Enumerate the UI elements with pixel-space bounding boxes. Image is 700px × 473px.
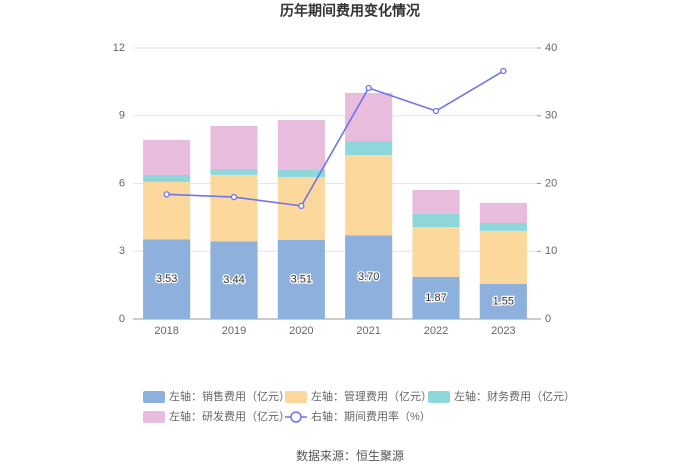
y-tick-label: 9 bbox=[119, 110, 125, 122]
bar-segment bbox=[479, 202, 527, 224]
legend-symbol bbox=[143, 391, 165, 403]
line-point bbox=[365, 84, 372, 92]
x-tick-label: 2021 bbox=[356, 325, 380, 337]
bar-segment bbox=[345, 155, 393, 236]
chart-title: 历年期间费用变化情况 bbox=[280, 3, 420, 19]
y2-tick-label: 0 bbox=[545, 313, 551, 325]
line bbox=[166, 70, 504, 207]
line-point bbox=[432, 107, 440, 115]
bar-segment bbox=[479, 283, 527, 319]
legend-symbol bbox=[428, 391, 450, 403]
bar-segment bbox=[143, 174, 191, 182]
value-label: 1.55 bbox=[493, 295, 514, 307]
y-tick-label: 12 bbox=[113, 42, 125, 54]
y2-tick-label: 40 bbox=[545, 42, 557, 54]
value-label: 1.87 bbox=[425, 292, 446, 304]
bar-segment bbox=[345, 141, 393, 156]
y2-tick-label: 20 bbox=[545, 177, 557, 189]
bar-segment bbox=[345, 235, 393, 319]
y2-tick-label: 30 bbox=[545, 110, 557, 122]
bar-segment bbox=[277, 169, 325, 177]
x-tick-label: 2023 bbox=[491, 325, 515, 337]
bar-segment bbox=[143, 239, 191, 319]
line-point bbox=[163, 191, 170, 198]
line-point bbox=[230, 193, 238, 201]
x-tick-label: 2022 bbox=[424, 325, 448, 337]
legend-label: 左轴：管理费用（亿元） bbox=[311, 389, 432, 403]
bar-segment bbox=[412, 213, 460, 228]
legend-label: 左轴：研发费用（亿元） bbox=[169, 409, 290, 423]
legend-label: 右轴：期间费用率（%） bbox=[311, 409, 431, 423]
line-point bbox=[500, 67, 507, 75]
value-label: 3.51 bbox=[291, 273, 312, 285]
bar-segment bbox=[143, 139, 191, 175]
bar-segment bbox=[412, 227, 460, 277]
y-tick-label: 0 bbox=[119, 313, 125, 325]
bar-segment bbox=[143, 181, 191, 240]
source: 数据来源：恒生聚源 bbox=[296, 448, 404, 463]
legend-symbol bbox=[143, 411, 165, 423]
y-tick-label: 3 bbox=[119, 245, 125, 257]
bar-segment bbox=[210, 241, 258, 319]
bar-segment bbox=[412, 276, 460, 319]
x-tick-label: 2019 bbox=[222, 325, 246, 337]
bar-segment bbox=[479, 223, 527, 231]
legend-symbol bbox=[290, 411, 302, 423]
bar-segment bbox=[412, 190, 460, 214]
x-tick-label: 2020 bbox=[289, 325, 313, 337]
bar-segment bbox=[210, 169, 258, 175]
value-label: 3.70 bbox=[358, 271, 379, 283]
legend-label: 左轴：财务费用（亿元） bbox=[454, 389, 575, 403]
bar-segment bbox=[210, 174, 258, 242]
y2-tick-label: 10 bbox=[545, 245, 557, 257]
legend-symbol bbox=[285, 391, 307, 403]
bar-segment bbox=[479, 230, 527, 284]
x-tick-label: 2018 bbox=[154, 325, 178, 337]
legend-label: 左轴：销售费用（亿元） bbox=[169, 389, 290, 403]
value-label: 3.44 bbox=[223, 274, 244, 286]
line-point bbox=[298, 202, 305, 210]
bar-segment bbox=[277, 120, 325, 170]
y-tick-label: 6 bbox=[119, 177, 125, 189]
value-label: 3.53 bbox=[156, 273, 177, 285]
bar-segment bbox=[210, 125, 258, 170]
bar-segment bbox=[277, 239, 325, 319]
